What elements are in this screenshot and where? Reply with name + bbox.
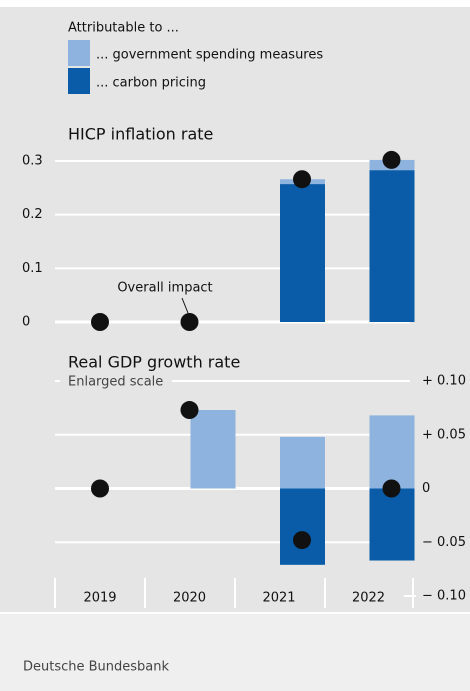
y-tick-label: 0 (22, 315, 30, 330)
x-tick-label: 2022 (352, 591, 385, 606)
bar (280, 488, 325, 565)
bar (280, 436, 325, 489)
annotation-line (181, 297, 189, 314)
bar (369, 170, 415, 322)
annotation: Overall impact (117, 281, 212, 296)
overall-dot (91, 313, 109, 331)
legend-swatch (68, 40, 90, 66)
source: Deutsche Bundesbank (23, 660, 170, 675)
overall-dot (382, 150, 401, 169)
bar (369, 415, 415, 489)
footer (0, 614, 470, 691)
x-tick-label: 2020 (173, 591, 206, 606)
y-tick-label: 0.1 (22, 261, 43, 276)
chart-title: HICP inflation rate (68, 125, 213, 144)
bar (369, 488, 415, 561)
bar (280, 184, 325, 322)
legend-title: Attributable to ... (68, 21, 179, 36)
overall-dot (293, 170, 311, 189)
subtitle: Enlarged scale (68, 375, 163, 390)
y-tick-label: 0.3 (22, 154, 43, 169)
subtitle-bg (60, 374, 172, 389)
y-tick-label: + 0.10 (422, 374, 466, 389)
x-tick-label: 2021 (262, 591, 295, 606)
y-tick-label: 0.2 (22, 207, 43, 222)
legend-swatch (68, 68, 90, 94)
overall-dot (180, 401, 199, 420)
overall-dot (91, 479, 109, 498)
legend-label: ... government spending measures (96, 48, 323, 63)
y-tick-label: − 0.10 (422, 589, 466, 604)
overall-dot (382, 479, 401, 498)
chart-title: Real GDP growth rate (68, 353, 240, 372)
legend-label: ... carbon pricing (96, 76, 206, 91)
y-tick-label: + 0.05 (422, 427, 466, 442)
overall-dot (180, 313, 199, 331)
overall-dot (293, 531, 311, 550)
x-tick-label: 2019 (83, 591, 116, 606)
y-tick-label: − 0.05 (422, 535, 466, 550)
bar (190, 410, 236, 489)
y-tick-label: 0 (422, 481, 430, 496)
